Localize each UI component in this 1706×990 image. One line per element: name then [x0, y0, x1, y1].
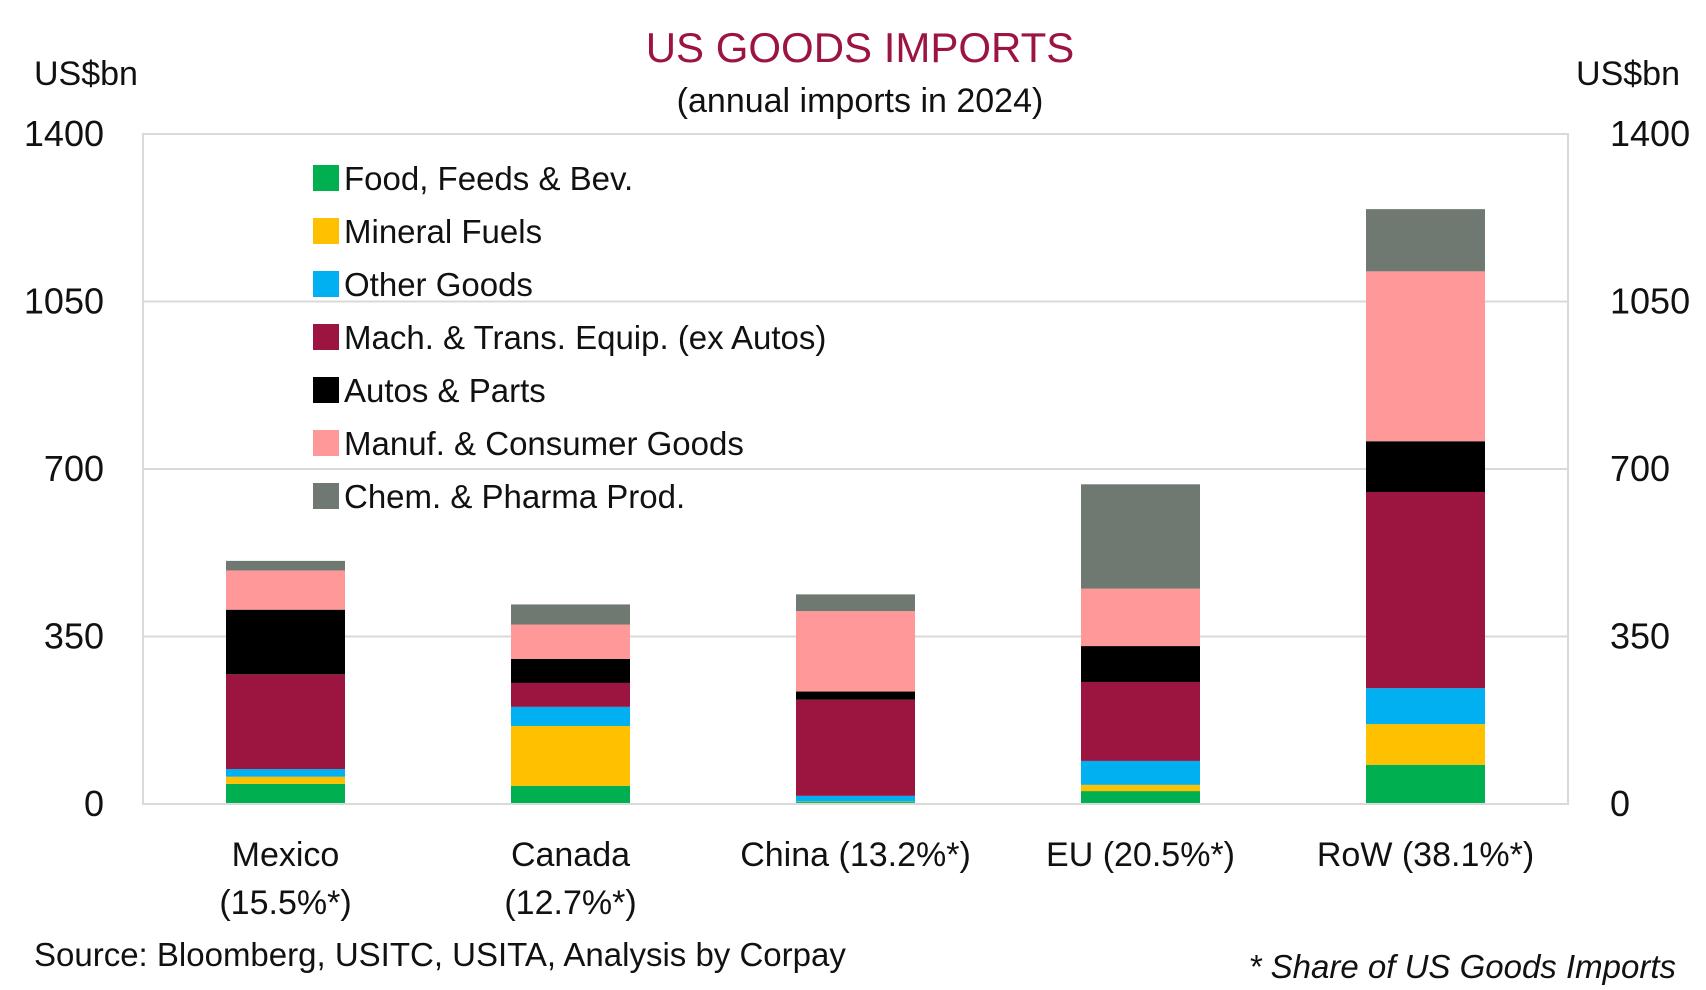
- category-label: Canada: [511, 836, 630, 874]
- legend-swatch: [313, 430, 339, 456]
- legend-label: Mach. & Trans. Equip. (ex Autos): [344, 319, 826, 356]
- right-tick-label: 1050: [1610, 281, 1690, 322]
- category-label: RoW (38.1%*): [1317, 836, 1534, 874]
- legend-swatch: [313, 271, 339, 297]
- bar-segment: [1366, 441, 1485, 492]
- legend-swatch: [313, 218, 339, 244]
- bar-segment: [511, 725, 630, 786]
- category-label: (12.7%*): [504, 884, 636, 922]
- bar-segment: [796, 795, 915, 802]
- right-tick-label: 350: [1610, 616, 1670, 657]
- share-footnote: * Share of US Goods Imports: [1249, 948, 1676, 985]
- legend-label: Chem. & Pharma Prod.: [344, 478, 685, 515]
- bar-segment: [1366, 209, 1485, 272]
- bar-segment: [511, 706, 630, 726]
- bar-segment: [1366, 491, 1485, 689]
- bar-segment: [226, 609, 345, 675]
- legend-label: Manuf. & Consumer Goods: [344, 425, 744, 462]
- left-tick-label: 350: [44, 616, 104, 657]
- right-tick-label: 0: [1610, 783, 1630, 824]
- legend: Food, Feeds & Bev. Mineral Fuels Other Goo…: [313, 160, 826, 515]
- right-axis-ticks: 0 350 700 1050 1400: [1610, 113, 1690, 824]
- bar-segment: [511, 624, 630, 659]
- legend-label: Other Goods: [344, 266, 533, 303]
- bar-segment: [226, 674, 345, 770]
- left-tick-label: 1050: [24, 281, 104, 322]
- bar-segment: [1081, 681, 1200, 761]
- bar-segment: [796, 611, 915, 692]
- bar-segment: [226, 769, 345, 777]
- legend-swatch: [313, 324, 339, 350]
- bar-segment: [1081, 791, 1200, 804]
- bar-segment: [1366, 764, 1485, 804]
- bar-segment: [1081, 760, 1200, 785]
- bar-segment: [1366, 688, 1485, 725]
- bar-segment: [511, 785, 630, 804]
- category-label: China (13.2%*): [740, 836, 971, 874]
- left-axis-unit: US$bn: [34, 55, 138, 93]
- category-label: EU (20.5%*): [1046, 836, 1235, 874]
- right-tick-label: 1400: [1610, 113, 1690, 154]
- category-label: Mexico: [232, 836, 340, 874]
- bar-segment: [796, 594, 915, 612]
- bar-segment: [1366, 724, 1485, 765]
- bar-segment: [796, 691, 915, 700]
- right-tick-label: 700: [1610, 448, 1670, 489]
- left-tick-label: 700: [44, 448, 104, 489]
- left-axis-ticks: 0 350 700 1050 1400: [24, 113, 104, 824]
- bar-segment: [511, 658, 630, 683]
- bars: [226, 209, 1485, 804]
- bar-segment: [226, 776, 345, 784]
- left-tick-label: 0: [84, 783, 104, 824]
- legend-swatch: [313, 483, 339, 509]
- legend-label: Food, Feeds & Bev.: [344, 160, 633, 197]
- legend-label: Mineral Fuels: [344, 213, 542, 250]
- bar-segment: [1081, 588, 1200, 647]
- category-labels: Mexico (15.5%*) Canada (12.7%*) China (13.2%…: [219, 836, 1534, 922]
- bar-segment: [1081, 646, 1200, 682]
- source-note: Source: Bloomberg, USITC, USITA, Analysi…: [34, 936, 846, 973]
- bar-segment: [226, 560, 345, 571]
- bar-segment: [511, 682, 630, 707]
- legend-label: Autos & Parts: [344, 372, 546, 409]
- legend-swatch: [313, 165, 339, 191]
- bar-segment: [1081, 784, 1200, 792]
- category-label: (15.5%*): [219, 884, 351, 922]
- bar-segment: [511, 604, 630, 625]
- bar-segment: [1366, 271, 1485, 442]
- right-axis-unit: US$bn: [1576, 55, 1680, 93]
- left-tick-label: 1400: [24, 113, 104, 154]
- bar-segment: [1081, 484, 1200, 589]
- bar-segment: [226, 570, 345, 610]
- bar-segment: [226, 783, 345, 804]
- chart-title: US GOODS IMPORTS: [646, 24, 1075, 71]
- legend-swatch: [313, 377, 339, 403]
- bar-segment: [796, 699, 915, 796]
- chart-subtitle: (annual imports in 2024): [677, 82, 1044, 120]
